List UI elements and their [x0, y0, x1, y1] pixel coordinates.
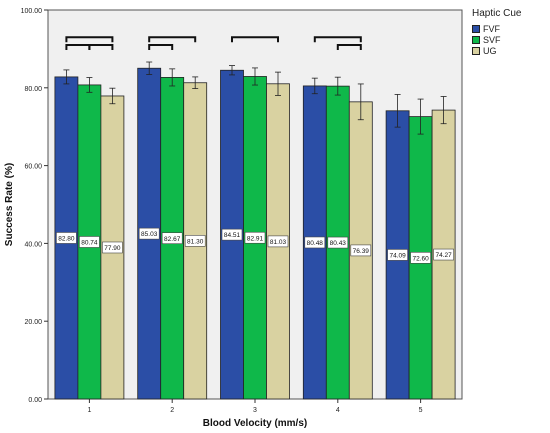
significance-bracket	[88, 44, 114, 51]
x-tick-label: 1	[87, 407, 91, 414]
legend-item-fvf: FVF	[472, 23, 521, 34]
data-label: 80.48	[307, 240, 324, 247]
data-label: 84.51	[224, 232, 241, 239]
data-label: 80.74	[81, 240, 98, 247]
data-label: 74.27	[435, 252, 452, 259]
x-tick-label: 4	[336, 407, 340, 414]
data-label: 81.03	[270, 239, 287, 246]
chart-marks: 0.00 20.00 40.00 60.00 80.00 100.00 1 82.80 80.7…	[21, 8, 456, 414]
data-label-box	[267, 235, 289, 248]
data-label-box	[79, 236, 100, 248]
data-label-box	[56, 232, 77, 244]
significance-bracket	[313, 36, 362, 43]
data-label-box	[184, 235, 206, 247]
y-axis-label: Success Rate (%)	[4, 163, 15, 246]
data-label-box	[304, 236, 326, 249]
y-tick-label: 0.00	[28, 397, 42, 404]
significance-bracket	[231, 36, 279, 43]
legend-swatch	[472, 24, 480, 33]
data-label: 77.90	[104, 245, 121, 252]
data-label: 85.03	[141, 231, 158, 238]
legend-title: Haptic Cue	[472, 8, 522, 19]
y-tick-label: 20.00	[24, 319, 42, 326]
legend-label: SVF	[483, 34, 501, 45]
x-tick-label: 3	[253, 407, 257, 414]
data-label-box	[161, 232, 183, 245]
significance-bracket	[148, 44, 174, 51]
legend-label: FVF	[483, 23, 500, 34]
data-label: 82.91	[247, 235, 264, 242]
x-tick-label: 2	[170, 407, 174, 414]
data-label-box	[102, 241, 123, 254]
significance-bracket	[336, 44, 362, 51]
data-label: 82.80	[58, 236, 75, 243]
data-label-box	[410, 251, 431, 264]
y-tick-label: 60.00	[24, 164, 42, 171]
data-label: 74.09	[389, 252, 406, 259]
legend-item-ug: UG	[472, 45, 521, 56]
legend: Haptic Cue FVF SVF UG	[472, 8, 521, 56]
y-tick-label: 100.00	[21, 8, 43, 15]
data-label-box	[350, 244, 372, 257]
data-label-box	[433, 248, 454, 261]
data-label-box	[138, 227, 160, 240]
x-tick-label: 5	[419, 407, 423, 414]
data-label: 76.39	[353, 248, 370, 255]
data-label-box	[327, 236, 349, 249]
data-label-box	[244, 231, 266, 244]
x-axis-label: Blood Velocity (mm/s)	[203, 418, 307, 429]
y-tick-label: 40.00	[24, 241, 42, 248]
data-label-box	[387, 249, 408, 261]
y-tick-label: 80.00	[24, 86, 42, 93]
data-label: 82.67	[164, 236, 181, 243]
data-label-box	[221, 228, 243, 241]
significance-bracket	[65, 36, 114, 43]
legend-swatch	[472, 35, 480, 44]
significance-bracket	[148, 36, 197, 43]
data-label: 81.30	[187, 238, 204, 245]
legend-swatch	[472, 46, 480, 55]
legend-label: UG	[483, 45, 497, 56]
data-label: 80.43	[330, 240, 347, 247]
data-label: 72.60	[412, 255, 429, 262]
legend-item-svf: SVF	[472, 34, 521, 45]
